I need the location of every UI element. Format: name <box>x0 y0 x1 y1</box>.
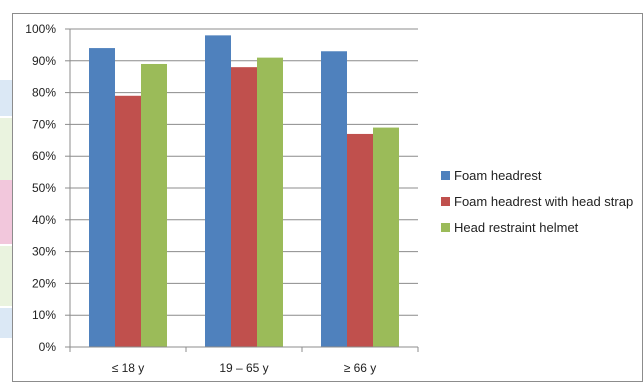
legend: Foam headrest Foam headrest with head str… <box>441 168 633 235</box>
bar <box>231 67 257 347</box>
y-tick-label: 30% <box>32 245 56 259</box>
bar <box>347 133 373 347</box>
bar <box>257 57 283 348</box>
y-tick-label: 20% <box>32 276 56 290</box>
bar <box>115 95 141 347</box>
legend-label: Foam headrest with head strap <box>454 194 633 209</box>
bar <box>205 35 231 348</box>
y-tick-label: 0% <box>39 340 57 354</box>
decoration-band <box>0 308 12 338</box>
legend-swatch <box>441 171 450 180</box>
bar <box>89 48 115 347</box>
x-tick-label: 19 – 65 y <box>219 361 268 375</box>
decoration-band <box>0 246 12 306</box>
decoration-band <box>0 80 12 116</box>
decoration-band <box>0 118 12 180</box>
axes: 0% 10% 20% 30% 40% 50% 60% 70% 80% 90% 100% ≤ 18 y 1… <box>25 22 419 375</box>
y-tick-label: 50% <box>32 181 56 195</box>
y-tick-label: 60% <box>32 149 56 163</box>
legend-swatch <box>441 223 450 232</box>
y-tick-label: 70% <box>32 117 56 131</box>
x-tick-label: ≥ 66 y <box>344 361 377 375</box>
legend-swatch <box>441 197 450 206</box>
y-tick-label: 80% <box>32 86 56 100</box>
legend-label: Foam headrest <box>454 168 542 183</box>
x-tick-label: ≤ 18 y <box>112 361 145 375</box>
y-tick-label: 90% <box>32 54 56 68</box>
y-tick-label: 40% <box>32 213 56 227</box>
y-tick-label: 100% <box>25 22 56 36</box>
bar <box>141 63 167 347</box>
bar <box>373 127 399 347</box>
left-edge-decoration <box>0 0 12 384</box>
legend-label: Head restraint helmet <box>454 220 579 235</box>
bar <box>321 51 347 347</box>
decoration-band <box>0 180 12 244</box>
bars <box>89 35 399 348</box>
y-tick-label: 10% <box>32 308 56 322</box>
